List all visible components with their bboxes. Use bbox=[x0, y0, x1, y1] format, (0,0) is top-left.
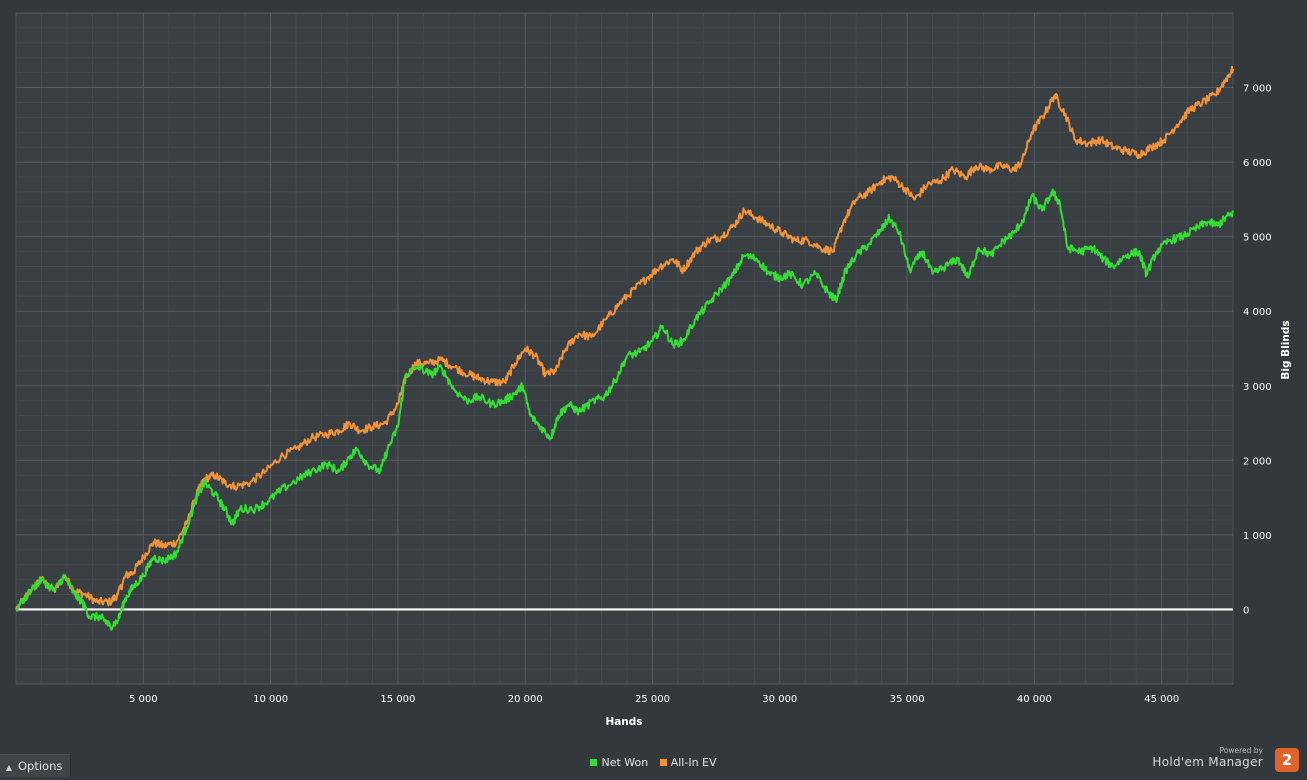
x-tick-label: 25 000 bbox=[635, 694, 670, 705]
hem2-logo-icon: 2 bbox=[1275, 748, 1299, 772]
legend-item-all-in-ev[interactable]: All-In EV bbox=[659, 756, 717, 769]
x-tick-label: 45 000 bbox=[1144, 694, 1179, 705]
options-button[interactable]: ▲ Options bbox=[0, 754, 71, 777]
legend: Net Won All-In EV bbox=[0, 756, 1307, 769]
x-tick-label: 35 000 bbox=[890, 694, 925, 705]
x-tick-label: 20 000 bbox=[508, 694, 543, 705]
brand-powered-by: Powered by bbox=[1219, 746, 1263, 755]
y-tick-label: 0 bbox=[1243, 605, 1249, 616]
y-tick-label: 4 000 bbox=[1243, 307, 1272, 318]
chevron-up-icon: ▲ bbox=[5, 763, 13, 772]
y-tick-label: 3 000 bbox=[1243, 382, 1272, 393]
x-tick-label: 15 000 bbox=[380, 694, 415, 705]
y-tick-label: 7 000 bbox=[1243, 84, 1272, 95]
all-in-ev-swatch bbox=[659, 758, 667, 766]
legend-label-net-won: Net Won bbox=[601, 756, 649, 769]
minor-gridlines bbox=[16, 13, 1233, 684]
brand-name: Hold'em Manager bbox=[1152, 755, 1263, 769]
y-tick-label: 1 000 bbox=[1243, 531, 1272, 542]
x-axis-ticks: 5 000 10 000 15 000 20 000 25 000 30 000 35 00… bbox=[129, 694, 1179, 705]
y-tick-label: 2 000 bbox=[1243, 456, 1272, 467]
y-tick-label: 5 000 bbox=[1243, 233, 1272, 244]
net-won-swatch bbox=[590, 758, 598, 766]
x-axis-title: Hands bbox=[605, 716, 642, 728]
x-tick-label: 40 000 bbox=[1017, 694, 1052, 705]
legend-label-all-in-ev: All-In EV bbox=[670, 756, 717, 769]
chart: 5 000 10 000 15 000 20 000 25 000 30 000 35 00… bbox=[15, 12, 1292, 728]
legend-item-net-won[interactable]: Net Won bbox=[590, 756, 648, 769]
x-tick-label: 10 000 bbox=[253, 694, 288, 705]
y-tick-label: 6 000 bbox=[1243, 158, 1272, 169]
major-gridlines bbox=[16, 12, 1233, 685]
series-line-net-won bbox=[15, 188, 1234, 631]
plot-background bbox=[15, 12, 1234, 685]
y-axis-ticks: 0 1 000 2 000 3 000 4 000 5 000 6 000 7 000 bbox=[1243, 84, 1272, 617]
x-tick-label: 30 000 bbox=[762, 694, 797, 705]
y-axis-title: Big Blinds bbox=[1280, 320, 1292, 379]
x-tick-label: 5 000 bbox=[129, 694, 158, 705]
series-layer bbox=[15, 65, 1234, 631]
options-label: Options bbox=[18, 759, 63, 773]
